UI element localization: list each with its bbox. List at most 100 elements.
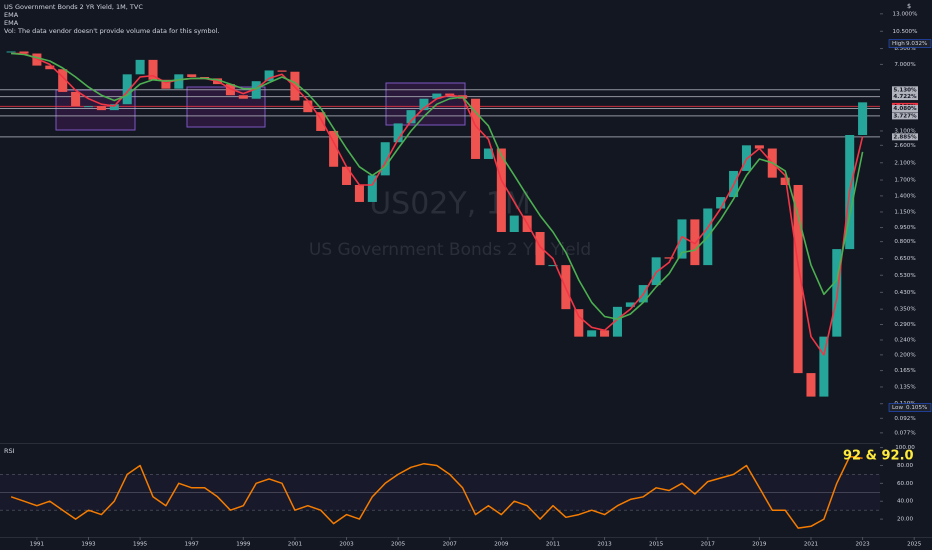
y-tick-label: 1.150% (894, 209, 915, 215)
level-label: 5.130% (893, 87, 917, 93)
price-bar (509, 215, 519, 232)
axis-labels: 13.000% 10.500% 8.500% 7.000% 3.100% 2.600% 2.… (30, 11, 932, 548)
x-tick-label: 2019 (752, 542, 767, 548)
high-value: 9.032% (906, 41, 927, 47)
price-bar (716, 197, 726, 209)
x-tick-label: 1997 (185, 542, 200, 548)
low-box (888, 403, 932, 412)
level-label-box (892, 105, 918, 113)
price-bar (71, 91, 81, 107)
price-bar (432, 93, 442, 99)
price-bar (109, 104, 119, 111)
header: US Government Bonds 2 YR Yield, 1M, TVC … (4, 2, 911, 455)
price-bar (600, 330, 610, 337)
price-bar (19, 51, 29, 54)
y-tick-label: 60.00 (897, 481, 913, 487)
y-tick-label: 0.350% (894, 307, 915, 313)
y-tick-label: 8.500% (894, 46, 915, 52)
level-label-box (892, 86, 918, 94)
price-bar (329, 130, 339, 167)
watermark-name: US Government Bonds 2 YR Yield (309, 240, 591, 260)
level-label-box (892, 133, 918, 141)
price-bar (664, 257, 674, 259)
price-bar (780, 177, 790, 185)
y-tick-label: 0.430% (894, 290, 915, 296)
level-label: 3.727% (893, 113, 917, 119)
price-bar (677, 219, 687, 259)
price-bar (58, 69, 68, 92)
price-bar (754, 145, 764, 149)
price-bar (419, 98, 429, 111)
price-bar (406, 110, 416, 124)
currency: $ (907, 2, 911, 10)
price-bar (135, 59, 145, 75)
price-bar (225, 84, 235, 96)
y-tick-label: 2.600% (894, 143, 915, 149)
price-bar (238, 95, 248, 99)
price-bar (96, 106, 106, 111)
level-label: 4.722% (893, 94, 917, 100)
price-bar (187, 74, 197, 78)
watermark-symbol: US02Y, 1M (369, 187, 531, 222)
price-bar (393, 123, 403, 143)
level-label-box (892, 93, 918, 101)
y-tick-label: 10.500% (893, 29, 918, 35)
price-bar (264, 70, 274, 82)
x-tick-label: 2009 (494, 542, 509, 548)
price-bar (367, 175, 377, 202)
legend-entry: EMA (4, 19, 19, 27)
price-bar (651, 257, 661, 286)
price-bar (303, 100, 313, 113)
x-tick-label: 2001 (288, 542, 303, 548)
y-tick-label: 0.092% (894, 416, 915, 422)
x-tick-label: 2007 (443, 542, 458, 548)
y-tick-label: 7.000% (894, 62, 915, 68)
y-tick-label: 80.00 (897, 463, 913, 469)
price-bar (806, 373, 816, 397)
price-bar (612, 306, 622, 337)
x-tick-label: 2025 (907, 542, 922, 548)
price-bar (354, 184, 364, 202)
price-bar (858, 102, 868, 136)
x-tick-label: 1993 (81, 542, 96, 548)
x-tick-label: 1991 (30, 542, 45, 548)
price-bar (496, 148, 506, 232)
price-bar (161, 79, 171, 89)
price-bar (6, 51, 16, 53)
x-tick-label: 2013 (597, 542, 612, 548)
x-tick-label: 2021 (804, 542, 819, 548)
level-label-box (892, 112, 918, 120)
y-tick-label: 40.00 (897, 499, 913, 505)
y-tick-label: 1.700% (894, 178, 915, 184)
price-bar (574, 309, 584, 337)
price-bar (83, 106, 94, 108)
line-series (10, 455, 863, 529)
rsi-band-fill (0, 474, 880, 511)
y-tick-label: 0.077% (894, 430, 915, 436)
price-bar (483, 148, 493, 159)
y-tick-label: 0.530% (894, 273, 915, 279)
x-tick-label: 2023 (855, 542, 870, 548)
price-bar (342, 166, 352, 185)
price-bar (548, 265, 558, 267)
x-tick-label: 1995 (133, 542, 148, 548)
price-bar (122, 74, 132, 105)
price-bar (625, 302, 635, 307)
rsi-title: RSI (4, 447, 15, 455)
level-label: 2.885% (893, 134, 917, 140)
rsi-annotation: 92 & 92.0 (843, 449, 914, 464)
price-bar (819, 336, 829, 397)
y-tick-label: 0.200% (894, 352, 915, 358)
price-bar (587, 330, 597, 337)
y-tick-label: 0.950% (894, 225, 915, 231)
y-tick-label: 0.800% (894, 239, 915, 245)
x-tick-label: 1999 (236, 542, 251, 548)
y-tick-label: 20.00 (897, 517, 913, 523)
price-bar (690, 219, 700, 266)
y-tick-label: 100.00 (895, 445, 915, 451)
price-bar (148, 59, 158, 80)
price-bar (251, 81, 261, 99)
legend-entry: EMA (4, 11, 19, 19)
line-series (11, 52, 864, 356)
